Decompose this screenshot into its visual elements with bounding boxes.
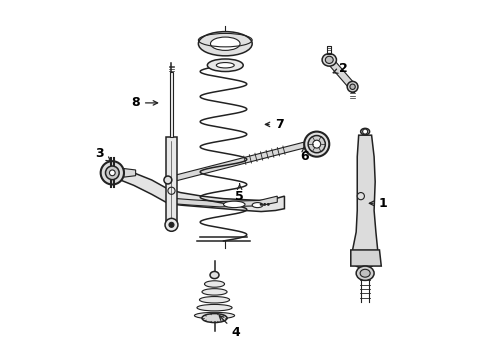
Ellipse shape xyxy=(105,166,119,180)
Ellipse shape xyxy=(350,84,355,89)
Circle shape xyxy=(169,222,174,227)
Polygon shape xyxy=(351,250,381,266)
Ellipse shape xyxy=(356,266,374,280)
Ellipse shape xyxy=(252,203,263,208)
Ellipse shape xyxy=(304,132,329,157)
Polygon shape xyxy=(353,135,378,270)
Ellipse shape xyxy=(197,305,232,311)
Ellipse shape xyxy=(204,281,224,287)
Ellipse shape xyxy=(100,161,124,184)
Text: 2: 2 xyxy=(333,62,348,75)
Circle shape xyxy=(363,129,368,134)
Polygon shape xyxy=(124,168,136,177)
Ellipse shape xyxy=(216,63,234,68)
Ellipse shape xyxy=(210,271,219,279)
Text: 4: 4 xyxy=(219,316,241,339)
Text: 3: 3 xyxy=(96,147,111,161)
Ellipse shape xyxy=(322,54,337,66)
Ellipse shape xyxy=(361,129,369,135)
Circle shape xyxy=(165,219,178,231)
Ellipse shape xyxy=(202,289,227,295)
Text: 5: 5 xyxy=(235,184,244,203)
Text: 1: 1 xyxy=(369,197,388,210)
Ellipse shape xyxy=(195,312,235,319)
Ellipse shape xyxy=(199,297,230,303)
Polygon shape xyxy=(167,141,309,183)
Circle shape xyxy=(357,193,365,200)
Polygon shape xyxy=(168,196,277,207)
Ellipse shape xyxy=(211,37,240,50)
Text: 6: 6 xyxy=(300,147,309,163)
Ellipse shape xyxy=(198,32,252,56)
Ellipse shape xyxy=(202,314,227,323)
Text: 7: 7 xyxy=(265,118,283,131)
Ellipse shape xyxy=(347,81,358,92)
Circle shape xyxy=(260,203,263,206)
Ellipse shape xyxy=(360,269,370,277)
Circle shape xyxy=(263,203,266,206)
Text: 8: 8 xyxy=(131,96,158,109)
Ellipse shape xyxy=(313,140,320,148)
Polygon shape xyxy=(116,167,285,212)
Polygon shape xyxy=(167,137,176,223)
Circle shape xyxy=(267,203,270,206)
Ellipse shape xyxy=(223,201,245,208)
Ellipse shape xyxy=(207,59,243,72)
Ellipse shape xyxy=(164,176,172,184)
Ellipse shape xyxy=(325,56,333,63)
Polygon shape xyxy=(170,72,173,137)
Ellipse shape xyxy=(109,170,115,176)
Polygon shape xyxy=(326,58,355,89)
Ellipse shape xyxy=(308,135,325,153)
